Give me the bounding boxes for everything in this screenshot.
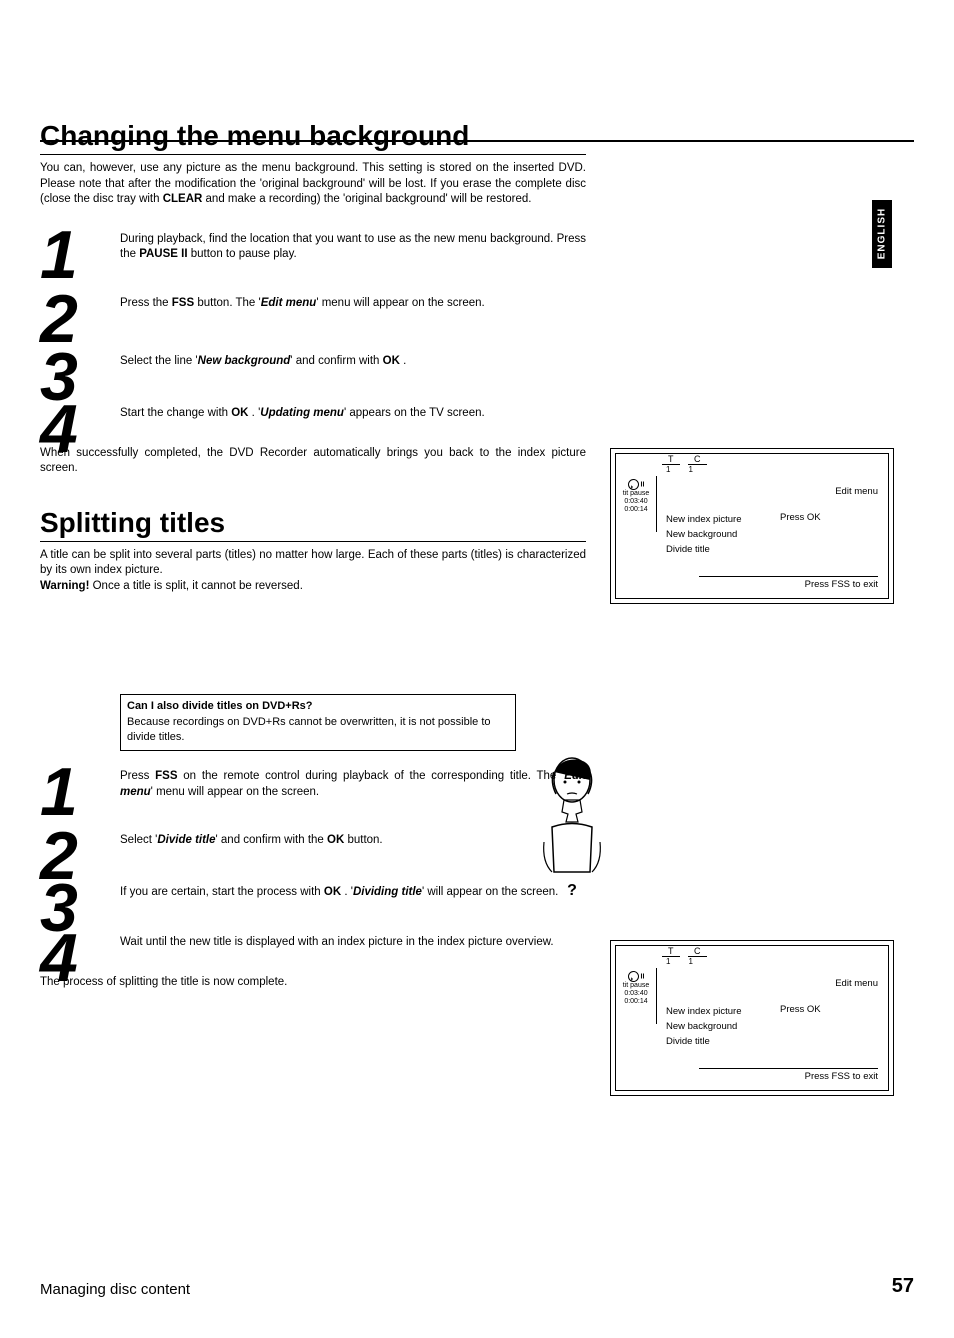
tv-press-ok: Press OK [780,1004,821,1015]
tv-body: Edit menu New index picture New backgrou… [660,974,884,1086]
tv-edit-label: Edit menu [835,486,878,497]
section2-intro: A title can be split into several parts … [40,548,586,595]
tv-inner: T C 11 II tit pause 0:03:40 0:00:14 Edit… [615,453,889,599]
tv-mini-panel: II tit pause 0:03:40 0:00:14 [616,968,657,1024]
tv-menu-item: New index picture [666,1004,742,1019]
step-text: Select 'Divide title' and confirm with t… [120,831,586,877]
tv-header-11: 11 [656,465,701,474]
tv-mini-line: 0:03:40 [617,990,655,998]
tv-footer: Press FSS to exit [699,1068,878,1082]
tv-footer: Press FSS to exit [699,576,878,590]
tv-body: Edit menu New index picture New backgrou… [660,482,884,594]
tv-screen-1: T C 11 II tit pause 0:03:40 0:00:14 Edit… [610,448,894,604]
section1-title: Changing the menu background [40,120,586,155]
footer-page-number: 57 [892,1275,914,1298]
step-text: During playback, find the location that … [120,230,586,288]
page-content: Changing the menu background You can, ho… [40,120,914,1298]
tv-mini-line: 0:00:14 [617,506,655,514]
tv-header-tc: T C [662,946,707,957]
tv-menu-list: New index picture New background Divide … [666,1004,742,1050]
tv-mini-panel: II tit pause 0:03:40 0:00:14 [616,476,657,532]
callout-title: Can I also divide titles on DVD+Rs? [127,699,509,713]
callout-box: Can I also divide titles on DVD+Rs? Beca… [120,694,516,751]
tv-header-tc: T C [662,454,707,465]
callout-body: Because recordings on DVD+Rs cannot be o… [127,715,509,744]
tv-mini-line: 0:00:14 [617,998,655,1006]
step-text: If you are certain, start the process wi… [120,883,586,927]
tv-header-11: 11 [656,957,701,966]
step-number: 4 [40,404,112,455]
step-text: Select the line 'New background' and con… [120,352,586,398]
step-text: Start the change with OK . 'Updating men… [120,404,586,440]
step-text: Wait until the new title is displayed wi… [120,933,586,969]
footer-left: Managing disc content [40,1281,190,1298]
step-text: Press FSS on the remote control during p… [120,767,586,825]
tv-menu-item: Divide title [666,1034,742,1049]
tv-mini-line: tit pause [617,982,655,990]
section2-after: The process of splitting the title is no… [40,975,586,991]
tv-screen-2: T C 11 II tit pause 0:03:40 0:00:14 Edit… [610,940,894,1096]
step-number: 1 [40,767,112,818]
tv-inner: T C 11 II tit pause 0:03:40 0:00:14 Edit… [615,945,889,1091]
section2-title: Splitting titles [40,507,586,542]
step-number: 2 [40,294,112,345]
step-number: 1 [40,230,112,281]
tv-menu-item: New background [666,527,742,542]
tv-menu-list: New index picture New background Divide … [666,512,742,558]
tv-menu-item: New background [666,1019,742,1034]
section1-intro: You can, however, use any picture as the… [40,161,586,208]
tv-edit-label: Edit menu [835,978,878,989]
tv-menu-item: New index picture [666,512,742,527]
tv-mini-line: 0:03:40 [617,498,655,506]
step-number: 4 [40,933,112,984]
section1-after: When successfully completed, the DVD Rec… [40,446,586,477]
tv-mini-line: tit pause [617,490,655,498]
step-text: Press the FSS button. The 'Edit menu' me… [120,294,586,346]
tv-press-ok: Press OK [780,512,821,523]
tv-menu-item: Divide title [666,542,742,557]
